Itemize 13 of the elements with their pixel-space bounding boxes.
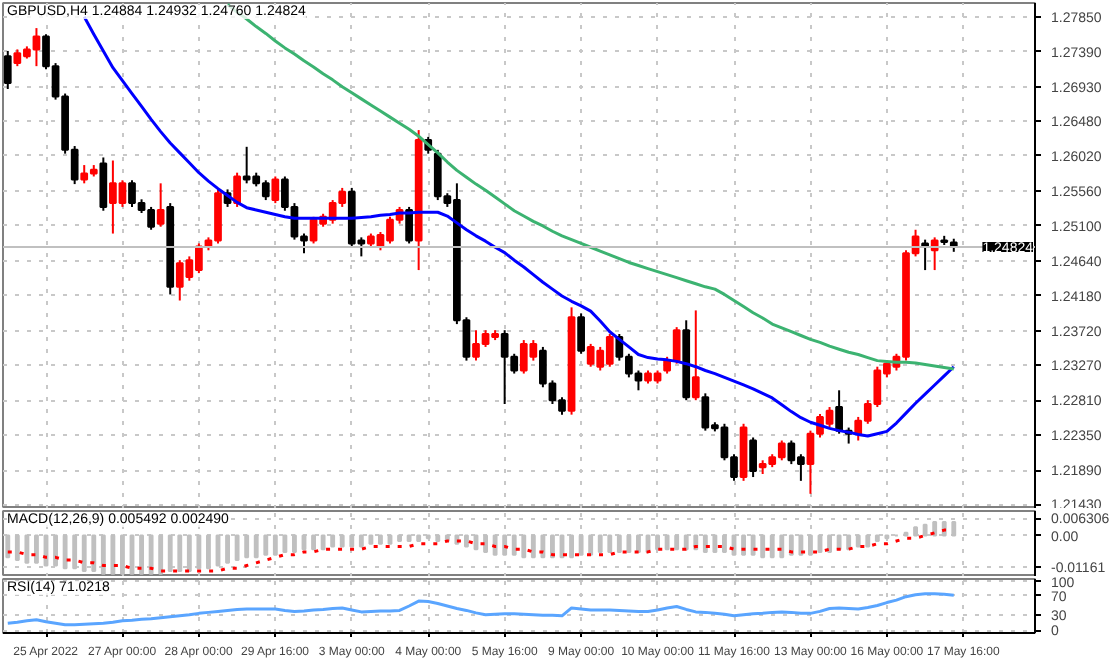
candlestick — [3, 49, 12, 90]
candlestick — [156, 182, 165, 228]
candlestick — [835, 389, 843, 435]
line-series — [6, 592, 956, 627]
candlestick — [577, 312, 585, 355]
line-series — [82, 15, 956, 438]
candlestick — [691, 309, 700, 402]
candlestick — [271, 175, 280, 205]
candlestick — [672, 326, 681, 365]
candlestick — [405, 205, 413, 245]
candlestick — [233, 171, 241, 208]
candlestick — [749, 436, 757, 479]
candlestick — [99, 156, 108, 212]
